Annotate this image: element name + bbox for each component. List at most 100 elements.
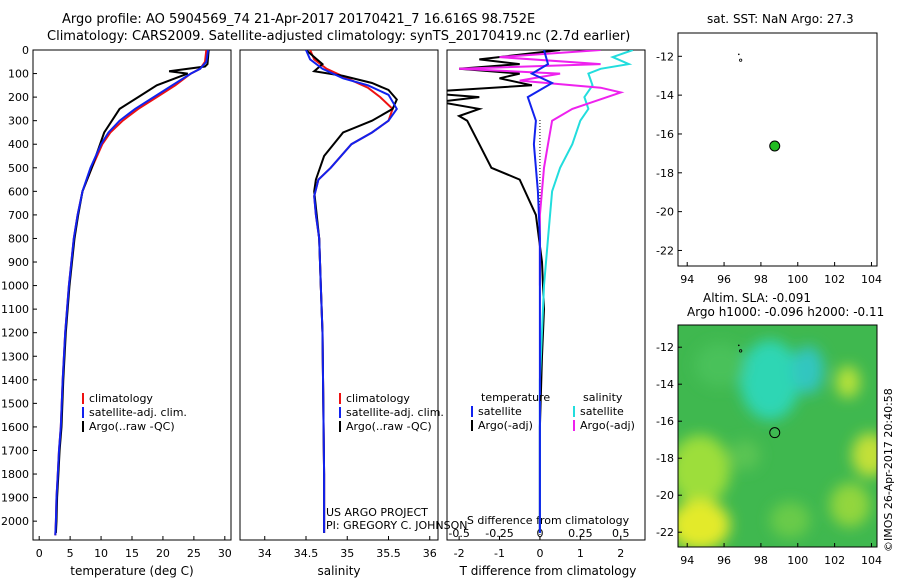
sdiff-tick-label: -0.25	[485, 527, 513, 540]
depth-tick-label: 2000	[1, 515, 29, 528]
legend-label: climatology	[89, 392, 153, 405]
depth-tick-label: 500	[8, 162, 29, 175]
depth-tick-label: 700	[8, 209, 29, 222]
sst-map-frame	[677, 32, 878, 267]
sst-map-island-mark	[738, 53, 740, 56]
salinity-tick-label: 34	[258, 547, 272, 560]
legend-label: satellite	[478, 405, 522, 418]
legend-title-temperature: temperature	[481, 391, 550, 404]
sla-map-lat-label: -12	[656, 341, 674, 354]
sla-map-lat-label: -18	[656, 452, 674, 465]
depth-tick-label: 200	[8, 91, 29, 104]
sla-map-lat-label: -16	[656, 415, 674, 428]
temperature-tick-label: 0	[36, 547, 43, 560]
depth-tick-label: 1000	[1, 280, 29, 293]
argo-position-ring	[769, 427, 781, 439]
sdiff-tick-label: 0.25	[568, 527, 593, 540]
satellite-line	[54, 50, 210, 536]
sla-heatmap	[678, 325, 877, 547]
sla-title-2: Argo h1000: -0.096 h2000: -0.11	[687, 305, 885, 319]
sla-map-lon-label: 100	[787, 554, 808, 567]
title-line-1: Argo profile: AO 5904569_74 21-Apr-2017 …	[62, 12, 536, 27]
salinity-axis-label: salinity	[317, 564, 360, 578]
sst-map-island-mark	[739, 58, 743, 62]
temperature-frame	[32, 49, 232, 541]
sdiff-tick-label: -0.5	[448, 527, 469, 540]
temperature-tick-label: 15	[125, 547, 139, 560]
sla-title-1: Altim. SLA: -0.091	[703, 291, 812, 305]
sst-map-title: sat. SST: NaN Argo: 27.3	[707, 12, 854, 26]
sdiff-tick-label: 0.5	[612, 527, 630, 540]
argo-salinity-line	[305, 50, 398, 533]
salinity-tick-label: 35.5	[376, 547, 401, 560]
s-argo-diff-line	[459, 50, 625, 286]
legend-label: Argo(..raw -QC)	[89, 420, 175, 433]
legend-label: satellite-adj. clim.	[89, 406, 187, 419]
depth-tick-label: 1900	[1, 492, 29, 505]
sst-map-lon-label: 94	[680, 273, 694, 286]
sst-map-lat-label: -12	[656, 50, 674, 63]
depth-tick-label: 1300	[1, 350, 29, 363]
tdiff-tick-label: -2	[454, 547, 465, 560]
climatology-salinity-line	[309, 50, 394, 533]
depth-tick-label: 800	[8, 232, 29, 245]
depth-tick-label: 1100	[1, 303, 29, 316]
sla-map-lon-label: 94	[680, 554, 694, 567]
sla-map-lat-label: -20	[656, 489, 674, 502]
pi-note: PI: GREGORY C. JOHNSON	[326, 519, 467, 532]
sst-map-lon-label: 104	[861, 273, 882, 286]
satellite-salinity-line	[305, 50, 398, 533]
sla-map-island-mark	[738, 344, 740, 347]
sst-map-lon-label: 96	[717, 273, 731, 286]
s-satellite-diff-line	[538, 50, 634, 533]
salinity-tick-label: 34.5	[294, 547, 319, 560]
climatology-line	[54, 50, 208, 536]
depth-tick-label: 600	[8, 185, 29, 198]
temperature-tick-label: 10	[94, 547, 108, 560]
legend-label: Argo(..raw -QC)	[346, 420, 432, 433]
depth-tick-label: 300	[8, 115, 29, 128]
sdiff-tick-label: 0	[536, 527, 543, 540]
sst-map-lon-label: 98	[754, 273, 768, 286]
salinity-tick-label: 35	[340, 547, 354, 560]
depth-tick-label: 900	[8, 256, 29, 269]
depth-tick-label: 1400	[1, 374, 29, 387]
sst-map-lat-label: -16	[656, 128, 674, 141]
sla-map-lon-label: 98	[754, 554, 768, 567]
depth-tick-label: 1200	[1, 327, 29, 340]
argo-position-marker	[769, 140, 781, 152]
sla-map-lon-label: 104	[861, 554, 882, 567]
sla-map-lat-label: -22	[656, 526, 674, 539]
difference-frame	[446, 49, 646, 541]
legend-label: Argo(-adj)	[478, 419, 533, 432]
depth-tick-label: 1600	[1, 421, 29, 434]
sla-map-lon-label: 96	[717, 554, 731, 567]
temperature-tick-label: 5	[67, 547, 74, 560]
tdiff-tick-label: 0	[536, 547, 543, 560]
sst-map-lon-label: 100	[787, 273, 808, 286]
project-note: US ARGO PROJECT	[326, 506, 428, 519]
legend-label: satellite-adj. clim.	[346, 406, 444, 419]
temperature-tick-label: 30	[218, 547, 232, 560]
sst-map-lat-label: -18	[656, 167, 674, 180]
legend-label: Argo(-adj)	[580, 419, 635, 432]
depth-tick-label: 0	[22, 44, 29, 57]
legend-label: satellite	[580, 405, 624, 418]
temperature-tick-label: 20	[156, 547, 170, 560]
salinity-frame	[239, 49, 439, 541]
sla-map-island-mark	[739, 349, 743, 353]
temperature-axis-label: temperature (deg C)	[70, 564, 193, 578]
sst-map-lat-label: -14	[656, 89, 674, 102]
sla-map-lon-label: 102	[824, 554, 845, 567]
depth-tick-label: 1700	[1, 444, 29, 457]
sst-map-lon-label: 102	[824, 273, 845, 286]
legend-label: climatology	[346, 392, 410, 405]
sst-map-lat-label: -22	[656, 244, 674, 257]
tdiff-tick-label: -1	[494, 547, 505, 560]
depth-tick-label: 1800	[1, 468, 29, 481]
tdiff-tick-label: 2	[617, 547, 624, 560]
sla-map-frame	[677, 324, 878, 548]
tdiff-axis-label: T difference from climatology	[459, 564, 637, 578]
sla-map-lat-label: -14	[656, 378, 674, 391]
